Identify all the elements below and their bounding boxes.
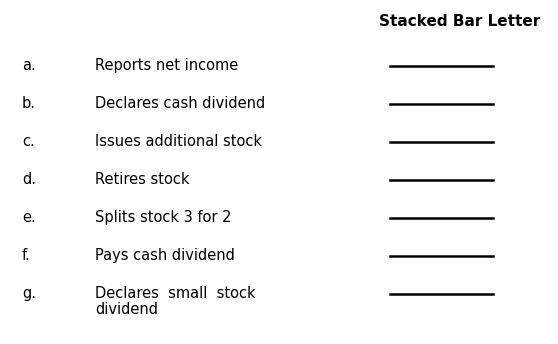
Text: c.: c.: [22, 134, 35, 149]
Text: Splits stock 3 for 2: Splits stock 3 for 2: [95, 210, 232, 225]
Text: Reports net income: Reports net income: [95, 58, 238, 73]
Text: e.: e.: [22, 210, 36, 225]
Text: a.: a.: [22, 58, 36, 73]
Text: f.: f.: [22, 248, 31, 263]
Text: d.: d.: [22, 172, 36, 187]
Text: Retires stock: Retires stock: [95, 172, 190, 187]
Text: Issues additional stock: Issues additional stock: [95, 134, 262, 149]
Text: b.: b.: [22, 96, 36, 111]
Text: Stacked Bar Letter: Stacked Bar Letter: [379, 14, 541, 29]
Text: Pays cash dividend: Pays cash dividend: [95, 248, 235, 263]
Text: Declares cash dividend: Declares cash dividend: [95, 96, 265, 111]
Text: dividend: dividend: [95, 302, 158, 317]
Text: Declares  small  stock: Declares small stock: [95, 286, 256, 301]
Text: g.: g.: [22, 286, 36, 301]
